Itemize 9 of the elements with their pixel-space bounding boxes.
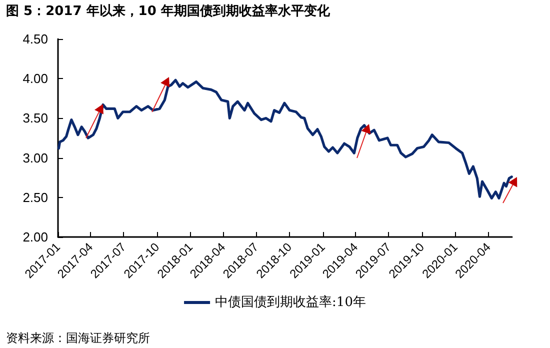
y-tick-label: 2.50 bbox=[22, 190, 48, 205]
text: 资料来源：国海证券研究所 bbox=[6, 330, 150, 347]
y-tick-label: 2.00 bbox=[22, 230, 48, 244]
y-tick-label: 4.00 bbox=[22, 71, 48, 86]
y-tick-label: 4.50 bbox=[22, 32, 48, 46]
chart-title: 图 5：2017 年以来，10 年期国债到期收益率水平变化 bbox=[6, 2, 330, 20]
y-tick-label: 3.00 bbox=[22, 150, 48, 166]
legend-label: 中债国债到期收益率:10年 bbox=[215, 294, 366, 310]
y-tick-label: 3.50 bbox=[22, 110, 48, 126]
